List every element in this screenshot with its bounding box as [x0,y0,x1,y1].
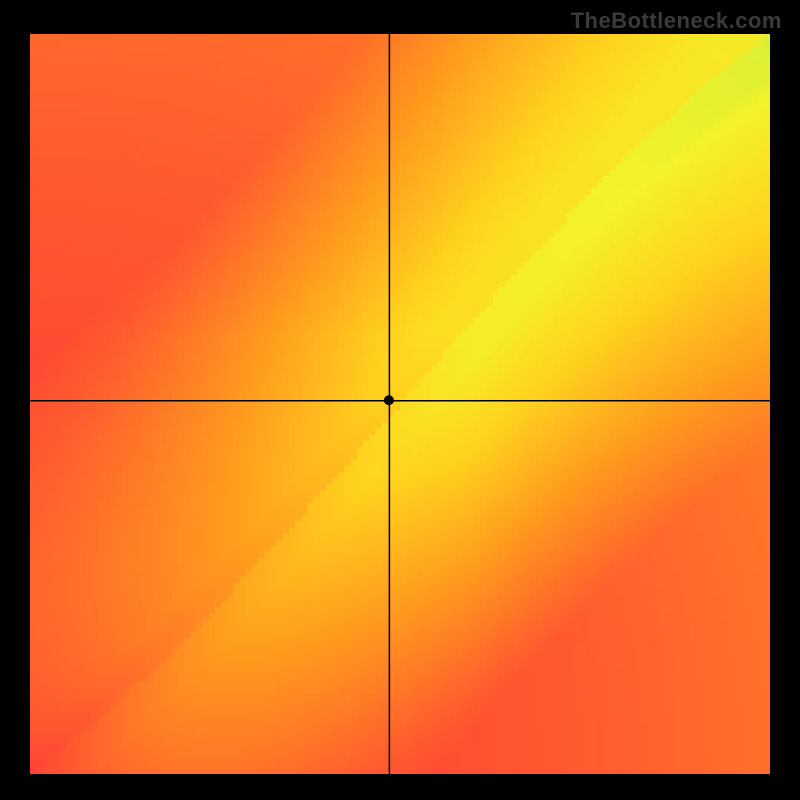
chart-area [30,34,770,774]
crosshair-overlay [30,34,770,774]
watermark-label: TheBottleneck.com [571,8,782,34]
chart-container: TheBottleneck.com [0,0,800,800]
